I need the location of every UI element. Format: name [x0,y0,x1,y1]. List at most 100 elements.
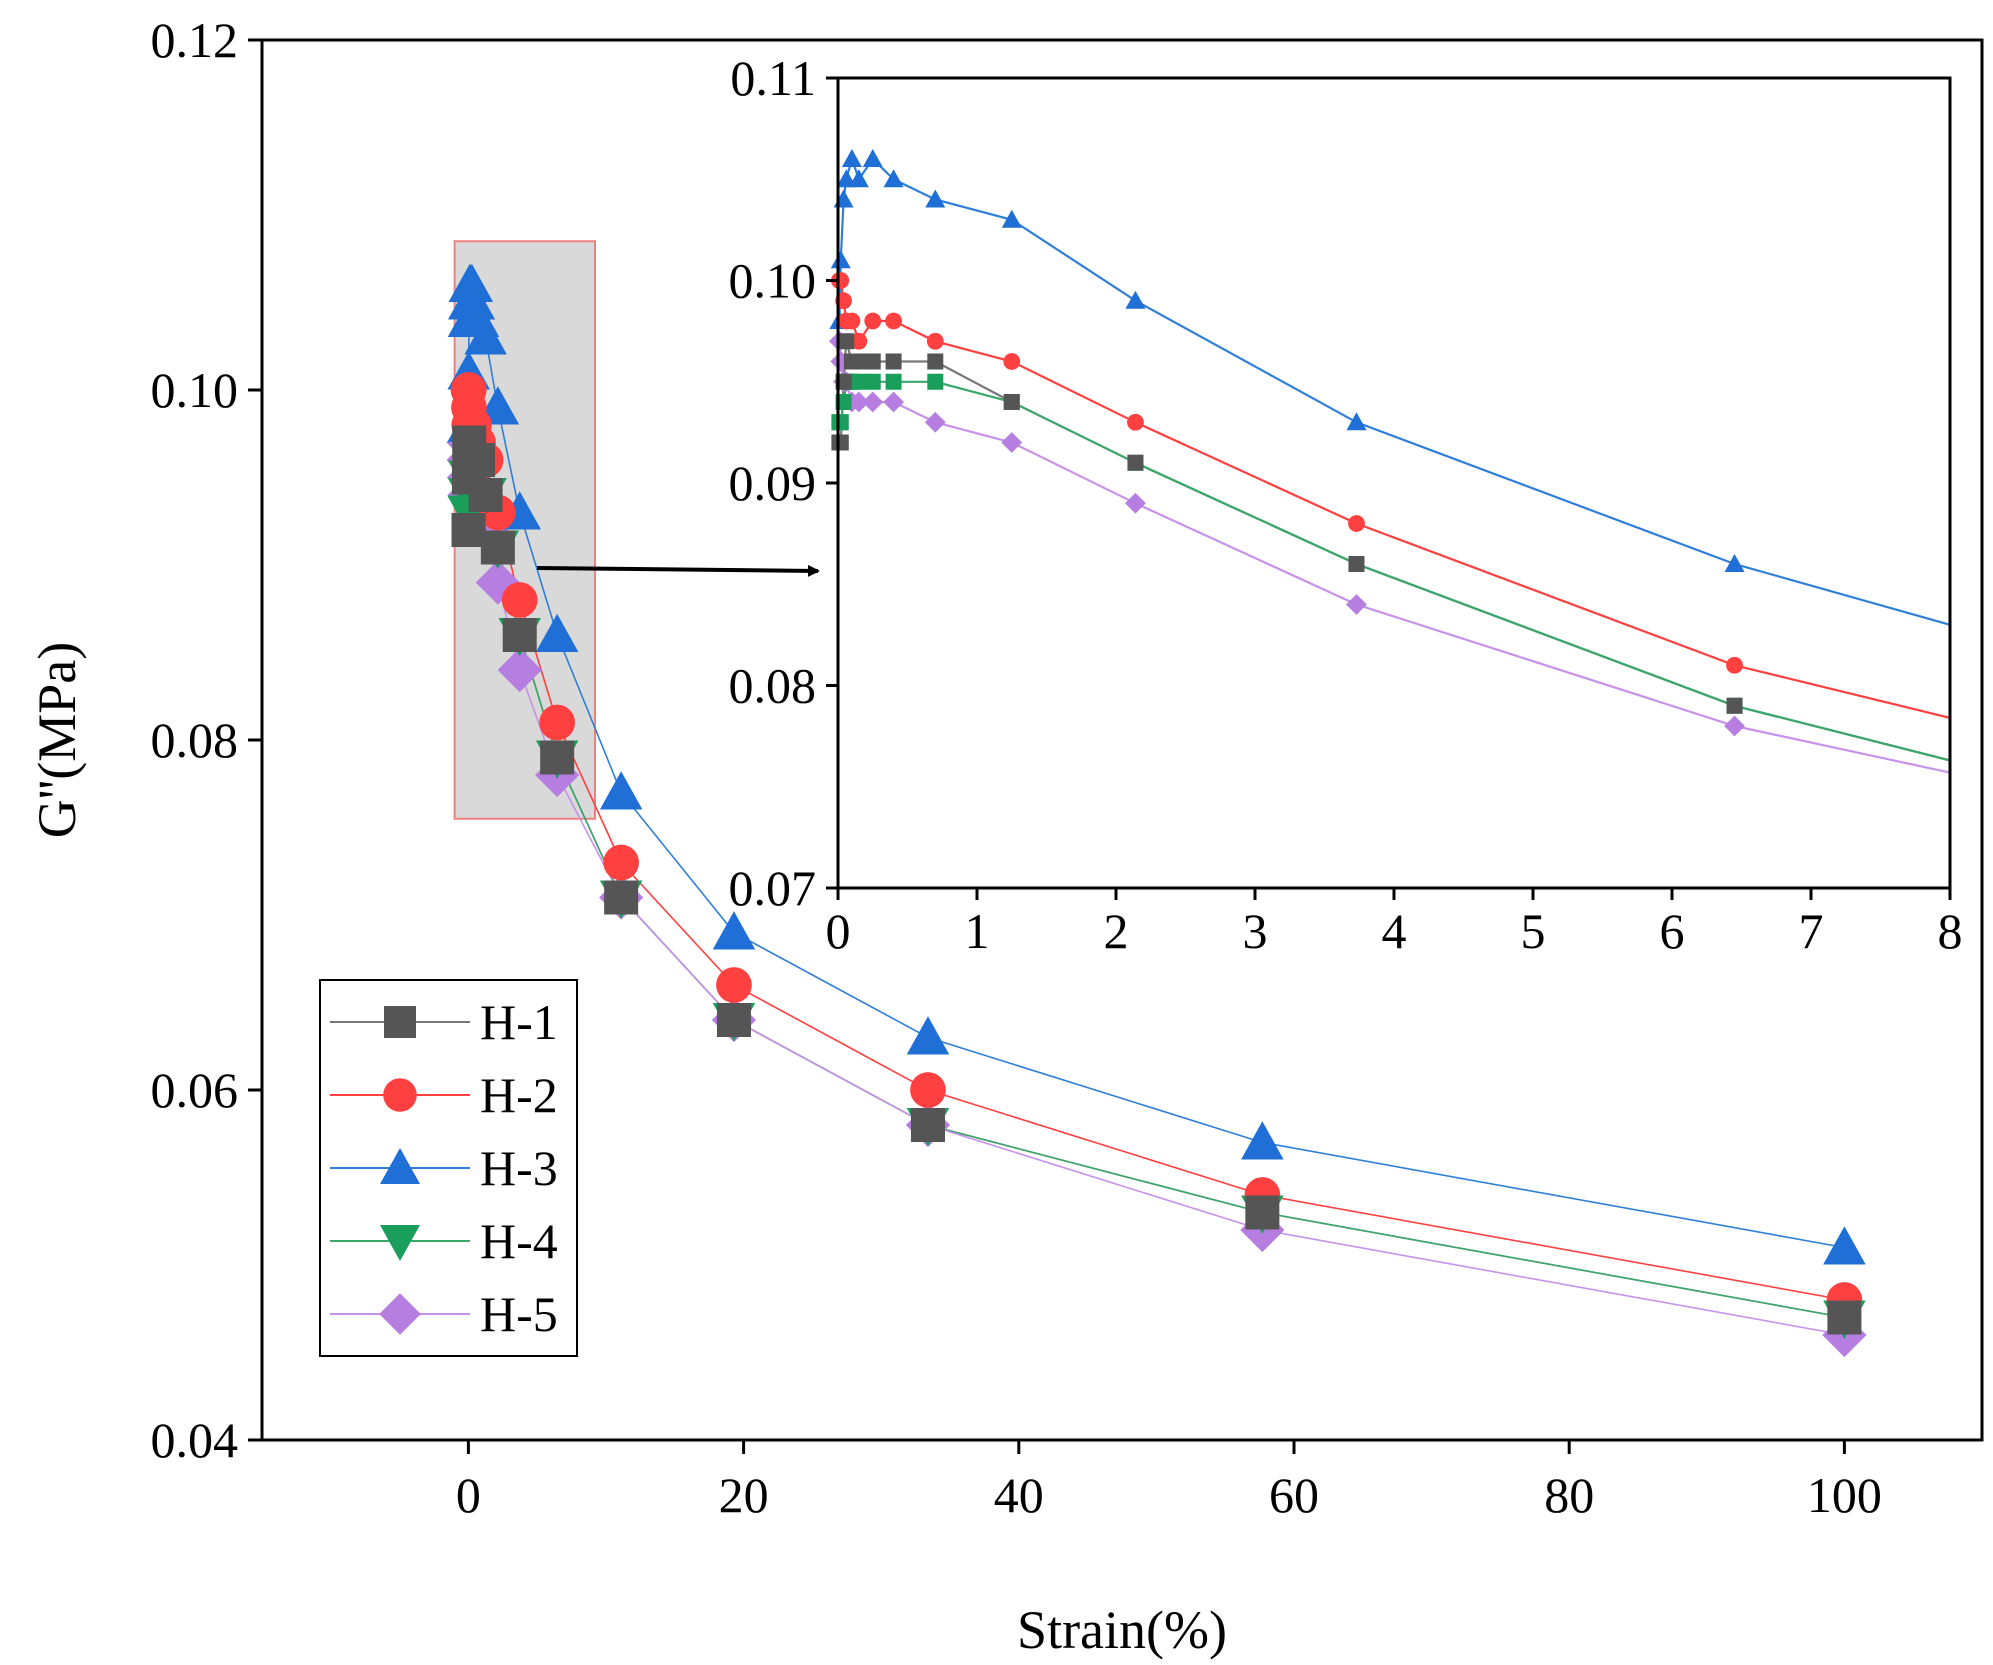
inset-x-tick-label: 0 [826,903,851,959]
main-point-h-3 [452,281,496,320]
inset-point-h-3 [830,250,851,269]
inset-background [838,78,1950,888]
main-point-h-3 [450,263,494,302]
main-y-tick-label: 0.04 [151,1412,239,1468]
inset-x-tick-label: 8 [1938,903,1963,959]
inset-y-tick-label: 0.11 [730,50,816,106]
main-point-h-1 [1827,1300,1862,1335]
legend: H-1 H-2 H-3 H-4 H-5 [319,979,578,1357]
main-point-h-1 [604,880,639,915]
inset-point-h-2 [864,312,882,330]
main-point-h-2 [539,704,576,741]
inset-x-tick-label: 2 [1104,903,1129,959]
main-point-h-3 [712,911,756,950]
main-y-tick-label: 0.12 [151,12,239,68]
main-point-h-1 [910,1108,945,1142]
inset-point-h-5 [924,411,946,433]
inset-point-h-4 [835,394,852,410]
main-x-tick-label: 0 [456,1467,481,1523]
inset-point-h-5 [1724,715,1745,737]
main-point-h-1 [540,740,575,775]
inset-series-markers [828,149,1745,737]
inset-point-h-3 [836,169,857,188]
inset-point-h-4 [927,373,944,390]
legend-label-h-2: H-2 [480,1067,558,1123]
main-point-h-5 [497,647,542,693]
inset-axis-ticks: 0 1 2 3 4 5 6 7 8 0.07 0.08 0.09 0.10 0.11 [729,50,1963,959]
inset-point-h-1 [885,353,902,370]
main-point-h-1 [451,513,486,547]
main-point-h-1 [468,478,503,512]
inset-point-h-2 [1127,413,1144,431]
main-point-h-1 [502,618,537,652]
main-point-h-1 [1245,1195,1280,1230]
inset-point-h-2 [885,312,902,330]
main-x-tick-label: 80 [1544,1467,1594,1523]
inset-point-h-1 [1348,556,1365,572]
inset-point-h-3 [883,169,904,188]
main-point-h-3 [906,1016,950,1055]
legend-label-h-4: H-4 [480,1213,558,1269]
main-point-h-3 [1823,1226,1866,1265]
legend-marker-h-5 [379,1293,421,1335]
legend-marker-h-1 [384,1006,416,1038]
main-point-h-2 [501,582,538,618]
main-x-tick-label: 100 [1807,1467,1882,1523]
legend-label-h-5: H-5 [480,1286,558,1342]
inset-point-h-4 [832,414,849,431]
inset-point-h-4 [864,373,881,390]
inset-point-h-5 [883,391,904,413]
inset-point-h-3 [1346,412,1367,431]
main-point-h-2 [910,1072,946,1108]
inset-point-h-5 [848,391,870,413]
main-point-h-3 [1241,1121,1284,1160]
zoom-arrow [536,564,820,577]
inset-point-h-1 [1127,454,1144,471]
main-x-tick-label: 20 [719,1467,769,1523]
legend-label-h-1: H-1 [480,994,558,1050]
inset-point-h-2 [843,312,861,330]
inset-y-tick-label: 0.07 [729,860,817,916]
inset-point-h-1 [927,353,944,370]
inset-point-h-1 [850,353,867,370]
inset-point-h-5 [862,391,884,413]
main-point-h-3 [535,613,579,652]
main-point-h-1 [480,530,515,565]
inset-point-h-5 [1125,492,1146,514]
x-axis-title: Strain(%) [1017,1600,1227,1660]
main-x-tick-label: 40 [994,1467,1044,1523]
main-point-h-3 [464,316,507,355]
inset-point-h-3 [848,169,869,188]
inset-point-h-2 [926,332,944,350]
inset-point-h-5 [1346,594,1367,615]
main-point-h-2 [603,844,639,881]
inset-point-h-1 [832,434,849,451]
inset-x-tick-label: 1 [965,903,990,959]
inset-point-h-3 [1724,554,1745,572]
inset-x-tick-label: 5 [1521,903,1546,959]
main-point-h-3 [599,771,643,810]
inset-point-h-2 [1348,515,1365,532]
inset-point-h-1 [1003,394,1020,410]
inset-y-tick-label: 0.10 [729,253,817,309]
inset-plot: 0 1 2 3 4 5 6 7 8 0.07 0.08 0.09 0.10 0.11 [729,50,1963,959]
main-point-h-5 [475,560,520,605]
main-x-tick-label: 60 [1269,1467,1319,1523]
inset-point-h-1 [864,353,881,370]
inset-y-tick-label: 0.08 [729,658,817,714]
inset-x-tick-label: 7 [1799,903,1824,959]
inset-x-tick-label: 4 [1382,903,1407,959]
inset-point-h-3 [925,189,946,208]
inset-point-h-1 [838,333,855,350]
main-y-tick-label: 0.08 [151,712,239,768]
inset-point-h-1 [1726,697,1743,714]
legend-marker-h-3 [380,1148,420,1184]
inset-point-h-1 [835,373,852,390]
main-y-tick-label: 0.10 [151,362,239,418]
inset-point-h-3 [1125,290,1146,309]
main-point-h-1 [716,1003,751,1037]
main-y-tick-label: 0.06 [151,1062,239,1118]
